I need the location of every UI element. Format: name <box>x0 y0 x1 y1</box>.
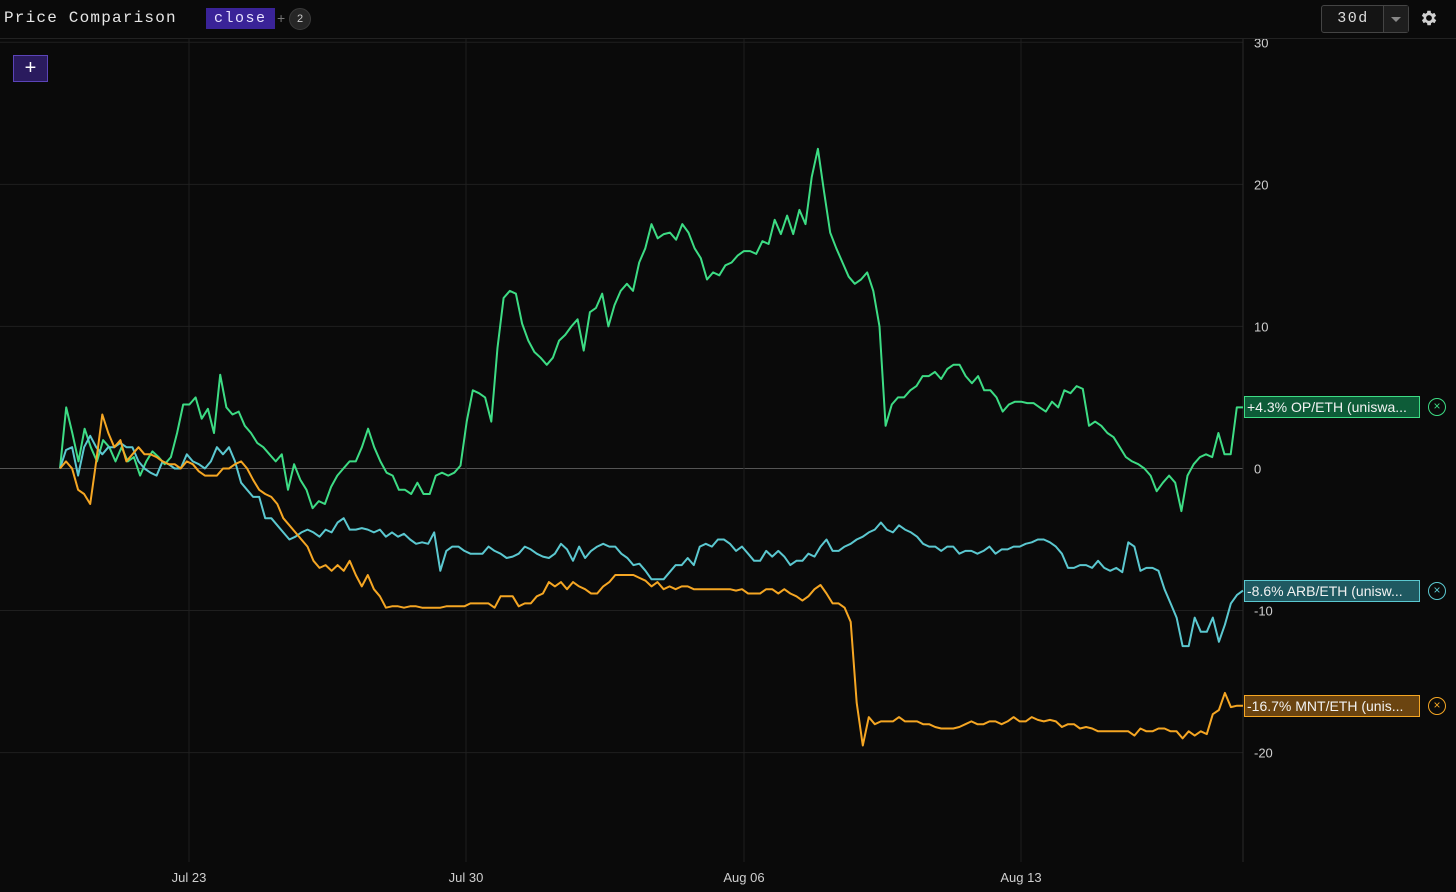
metric-selector[interactable]: close <box>206 8 275 29</box>
time-range-select[interactable]: 30d <box>1321 5 1409 33</box>
y-tick-label: 20 <box>1254 177 1268 192</box>
x-tick-label: Aug 06 <box>723 870 764 885</box>
close-icon[interactable]: × <box>1428 696 1446 715</box>
series-layer <box>59 147 1244 747</box>
y-tick-label: 10 <box>1254 319 1268 334</box>
add-series-button[interactable]: + <box>13 55 48 82</box>
series-tag-0: +4.3% OP/ETH (uniswa... <box>1244 396 1420 419</box>
series-count-badge[interactable]: 2 <box>289 8 311 30</box>
series-line-0 <box>59 147 1243 513</box>
y-tick-label: -10 <box>1254 604 1273 619</box>
time-range-value[interactable]: 30d <box>1337 10 1369 27</box>
y-axis-ticks: 30 20 10 0 -10 -20 <box>1254 35 1273 760</box>
x-tick-label: Jul 23 <box>172 870 207 885</box>
grid-lines <box>0 38 1243 862</box>
y-tick-label: -20 <box>1254 746 1273 761</box>
x-tick-label: Aug 13 <box>1000 870 1041 885</box>
series-line-1 <box>59 434 1244 648</box>
x-axis-ticks: Jul 23 Jul 30 Aug 06 Aug 13 <box>172 870 1042 885</box>
close-icon[interactable]: × <box>1428 398 1446 417</box>
series-line-2 <box>59 413 1243 747</box>
close-icon[interactable]: × <box>1428 581 1446 600</box>
y-tick-label: 0 <box>1254 461 1261 476</box>
toolbar: Price Comparison close + 2 30d <box>0 0 1456 39</box>
page-title: Price Comparison <box>4 9 177 27</box>
chevron-down-icon[interactable] <box>1383 6 1408 32</box>
series-tag-1: -8.6% ARB/ETH (unisw... <box>1244 579 1420 602</box>
y-tick-label: 30 <box>1254 35 1268 50</box>
gear-icon[interactable] <box>1419 8 1439 28</box>
x-tick-label: Jul 30 <box>449 870 484 885</box>
plus-symbol: + <box>277 10 286 26</box>
series-tag-2: -16.7% MNT/ETH (unis... <box>1244 694 1420 717</box>
